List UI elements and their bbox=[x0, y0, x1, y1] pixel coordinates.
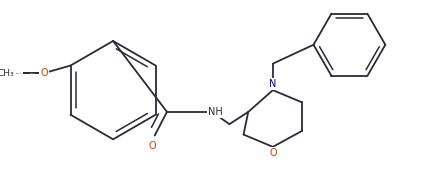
Text: NH: NH bbox=[207, 107, 222, 117]
Text: O: O bbox=[40, 68, 48, 78]
Text: O: O bbox=[149, 141, 157, 151]
Text: methoxy: methoxy bbox=[16, 73, 23, 74]
Text: CH₃: CH₃ bbox=[0, 69, 14, 78]
Text: O: O bbox=[269, 148, 276, 158]
Text: methoxy: methoxy bbox=[30, 73, 37, 74]
Text: N: N bbox=[269, 79, 276, 89]
